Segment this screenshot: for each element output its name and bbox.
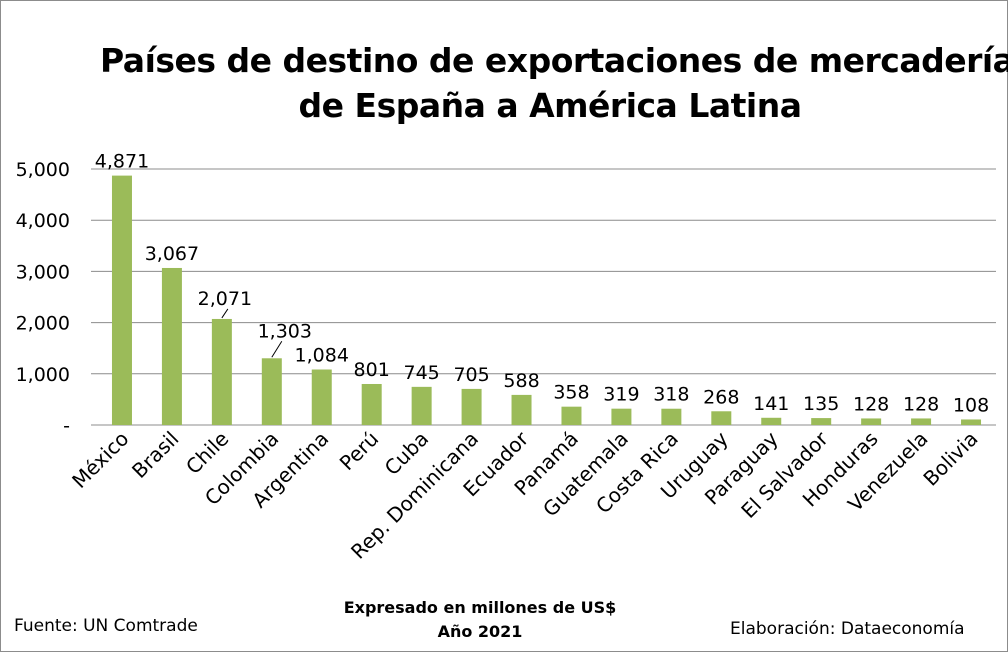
y-tick-label: 3,000 (16, 261, 70, 283)
bar (711, 411, 732, 425)
data-label-leader-line (271, 341, 283, 358)
y-axis-tick-labels: - 1,000 2,000 3,000 4,000 5,000 (16, 159, 70, 437)
bar (561, 406, 582, 425)
bar (961, 419, 982, 425)
data-label: 135 (803, 393, 839, 415)
data-label: 588 (503, 370, 539, 392)
data-label: 1,084 (295, 344, 349, 366)
bar (161, 267, 182, 425)
data-label: 319 (603, 384, 639, 406)
bar (661, 408, 682, 425)
data-label: 128 (903, 393, 939, 415)
units-caption: Expresado en millones de US$ Año 2021 (330, 596, 630, 644)
bar (911, 418, 932, 425)
bar (611, 408, 632, 425)
data-label: 801 (354, 359, 390, 381)
bar (411, 386, 432, 425)
y-tick-label: - (63, 415, 70, 437)
data-label: 128 (853, 393, 889, 415)
chart-title-line-1: Países de destino de exportaciones de me… (100, 41, 1008, 80)
bar (111, 175, 132, 425)
credit-note: Elaboración: Dataeconomía (730, 619, 965, 639)
source-note: Fuente: UN Comtrade (14, 616, 198, 636)
y-tick-label: 1,000 (16, 364, 70, 386)
data-label-leader-line (221, 308, 229, 319)
data-label: 2,071 (198, 288, 252, 310)
data-label: 745 (404, 362, 440, 384)
data-label: 4,871 (95, 151, 149, 173)
data-label: 358 (553, 382, 589, 404)
x-tick-label: Perú (335, 427, 383, 475)
data-label: 108 (953, 394, 989, 416)
units-caption-line-2: Año 2021 (437, 622, 523, 641)
bar (261, 358, 282, 425)
data-label: 141 (753, 393, 789, 415)
bar (811, 418, 832, 425)
bar (861, 418, 882, 425)
bar (211, 318, 232, 425)
data-label: 268 (703, 386, 739, 408)
chart-title-line-2: de España a América Latina (298, 86, 802, 125)
x-tick-label: Bolivia (918, 427, 982, 491)
x-tick-label: México (67, 427, 133, 493)
data-label: 318 (653, 384, 689, 406)
chart-title: Países de destino de exportaciones de me… (100, 38, 1008, 128)
bar (311, 369, 332, 425)
x-tick-label: Brasil (127, 427, 183, 483)
data-label: 705 (453, 364, 489, 386)
data-label: 1,303 (258, 320, 312, 342)
y-tick-label: 5,000 (16, 159, 70, 181)
bar (761, 417, 782, 425)
bar (511, 394, 532, 425)
y-tick-label: 2,000 (16, 313, 70, 335)
y-tick-label: 4,000 (16, 210, 70, 232)
bar (461, 388, 482, 425)
bar (361, 383, 382, 425)
units-caption-line-1: Expresado en millones de US$ (343, 598, 617, 617)
bars (111, 175, 982, 425)
data-label: 3,067 (145, 243, 199, 265)
gridlines (91, 168, 996, 426)
